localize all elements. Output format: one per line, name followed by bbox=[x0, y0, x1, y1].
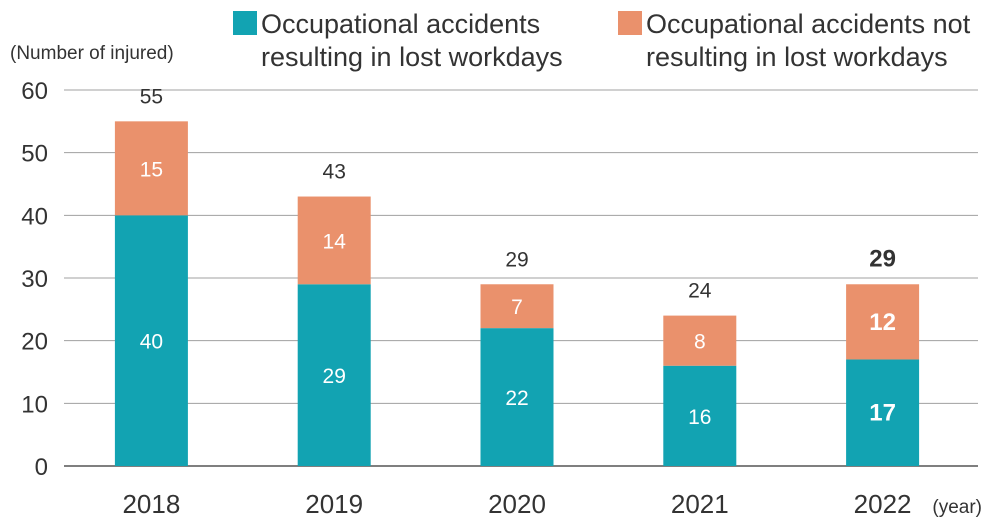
y-tick-label: 50 bbox=[21, 141, 48, 168]
y-tick-label: 10 bbox=[21, 391, 48, 418]
data-label: 17 bbox=[869, 400, 896, 427]
x-tick-label: 2018 bbox=[122, 489, 180, 519]
data-label: 15 bbox=[140, 158, 163, 181]
data-label: 16 bbox=[688, 406, 711, 429]
legend-label-no-lost-workdays-line1: Occupational accidents not bbox=[646, 9, 971, 39]
data-label: 14 bbox=[323, 230, 347, 253]
bar-segment-lost-2021 bbox=[663, 365, 737, 466]
total-label: 55 bbox=[140, 85, 163, 108]
x-axis-unit: (year) bbox=[932, 497, 982, 518]
bar-segment-lost-2019 bbox=[297, 284, 371, 466]
total-label: 29 bbox=[869, 245, 896, 272]
bar-segment-not-lost-2020 bbox=[480, 284, 554, 329]
gridlines bbox=[64, 89, 978, 467]
legend-label-lost-workdays-line1: Occupational accidents bbox=[261, 9, 540, 39]
y-tick-label: 20 bbox=[21, 329, 48, 356]
legend-label-lost-workdays-line2: resulting in lost workdays bbox=[261, 42, 563, 72]
x-tick-label: 2020 bbox=[488, 489, 546, 519]
y-axis-label: (Number of injured) bbox=[10, 43, 174, 64]
bar-segment-not-lost-2019 bbox=[297, 196, 371, 285]
x-tick-label: 2021 bbox=[671, 489, 729, 519]
bar-segment-not-lost-2018 bbox=[114, 121, 188, 216]
total-label: 29 bbox=[505, 248, 528, 271]
y-axis: 0 10 20 30 40 50 60 bbox=[21, 78, 48, 481]
data-label: 40 bbox=[140, 331, 163, 354]
data-label: 29 bbox=[323, 365, 346, 388]
bar-segment-lost-2020 bbox=[480, 328, 554, 466]
bar-segment-not-lost-2021 bbox=[663, 315, 737, 366]
data-label: 12 bbox=[869, 309, 896, 336]
bars: 40 15 55 29 14 43 22 7 29 16 8 24 17 12 29 bbox=[114, 85, 920, 466]
data-label: 22 bbox=[505, 387, 528, 410]
data-label: 8 bbox=[694, 331, 706, 354]
x-axis: 2018 2019 2020 2021 2022 (year) bbox=[122, 489, 982, 519]
bar-segment-lost-2022 bbox=[846, 359, 920, 466]
data-label: 7 bbox=[511, 296, 523, 319]
legend: Occupational accidents resulting in lost… bbox=[233, 9, 971, 72]
bar-segment-lost-2018 bbox=[114, 215, 188, 466]
legend-swatch-no-lost-workdays bbox=[618, 11, 642, 35]
total-label: 24 bbox=[688, 280, 712, 303]
x-tick-label: 2022 bbox=[854, 489, 912, 519]
y-tick-label: 40 bbox=[21, 203, 48, 230]
x-tick-label: 2019 bbox=[305, 489, 363, 519]
total-label: 43 bbox=[323, 161, 346, 184]
bar-segment-not-lost-2022 bbox=[846, 284, 920, 360]
y-tick-label: 30 bbox=[21, 266, 48, 293]
y-tick-label: 60 bbox=[21, 78, 48, 105]
legend-swatch-lost-workdays bbox=[233, 11, 257, 35]
legend-label-no-lost-workdays-line2: resulting in lost workdays bbox=[646, 42, 948, 72]
y-tick-label: 0 bbox=[35, 454, 48, 481]
